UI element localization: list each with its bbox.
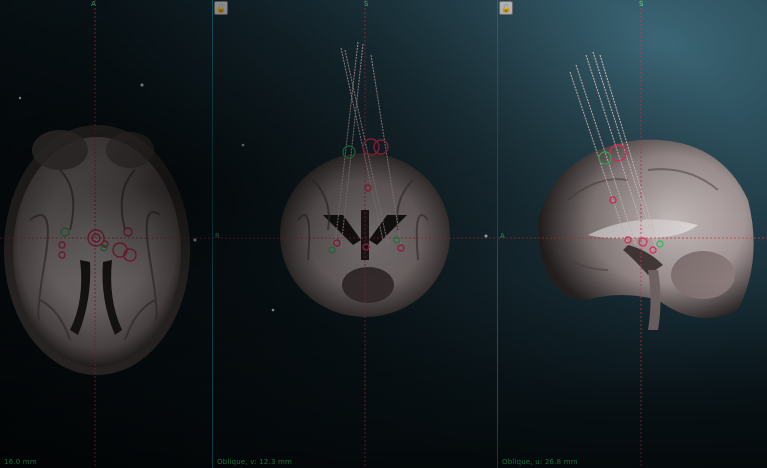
sagittal-image bbox=[498, 0, 767, 468]
lock-icon[interactable]: 🔓 bbox=[499, 1, 513, 15]
sagittal-viewport[interactable]: 🔓 S A Oblique, u: 26.8 mm bbox=[497, 0, 767, 468]
axial-top-orientation: A bbox=[91, 0, 96, 8]
axial-caption: 16.0 mm bbox=[4, 458, 37, 466]
sagittal-side-orientation: A bbox=[500, 232, 505, 240]
coronal-viewport[interactable]: 🔓 S R Oblique, v: 12.3 mm bbox=[212, 0, 497, 468]
sagittal-caption: Oblique, u: 26.8 mm bbox=[502, 458, 578, 466]
axial-viewport[interactable]: A 16.0 mm bbox=[0, 0, 212, 468]
coronal-side-orientation: R bbox=[215, 232, 220, 240]
axial-image bbox=[0, 0, 212, 468]
sagittal-top-orientation: S bbox=[639, 0, 644, 8]
lock-icon[interactable]: 🔓 bbox=[214, 1, 228, 15]
coronal-top-orientation: S bbox=[364, 0, 369, 8]
axial-brain bbox=[13, 137, 181, 367]
coronal-caption: Oblique, v: 12.3 mm bbox=[217, 458, 293, 466]
brainstem bbox=[648, 270, 661, 330]
cerebellum bbox=[671, 251, 735, 299]
coronal-image bbox=[213, 0, 497, 468]
